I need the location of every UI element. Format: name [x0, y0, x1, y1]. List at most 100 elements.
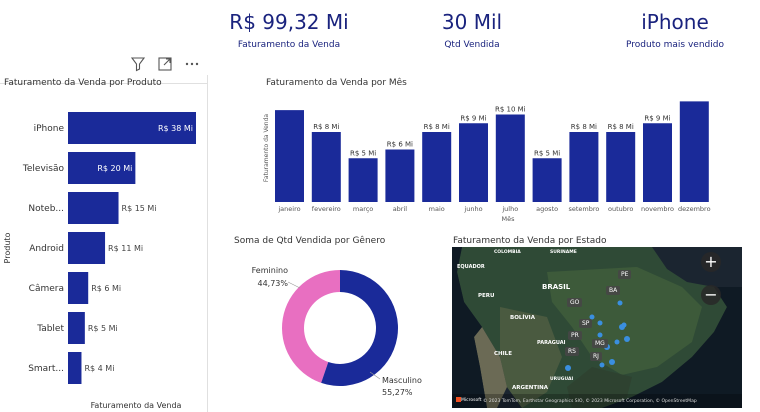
month-tick-label: julho	[501, 205, 518, 213]
month-bar[interactable]	[606, 132, 636, 202]
kpi-value: 30 Mil	[441, 10, 503, 34]
month-tick-label: junho	[463, 205, 482, 213]
product-bar-value-label: R$ 4 Mi	[84, 364, 114, 373]
map-title: Faturamento da Venda por Estado	[453, 236, 607, 246]
month-tick-label: setembro	[568, 205, 599, 213]
product-bar[interactable]	[68, 312, 85, 344]
product-category-label: Tablet	[36, 324, 64, 334]
map-country-label: PERU	[478, 293, 495, 299]
month-bar[interactable]	[348, 158, 378, 202]
donut-label-percent: 44,73%	[257, 279, 288, 288]
kpi-value: iPhone	[641, 10, 709, 34]
gender-donut-chart: Feminino 44,73% Masculino 55,27%	[252, 266, 422, 397]
month-bar[interactable]	[422, 132, 452, 202]
map-state-marker[interactable]: PE	[618, 270, 632, 279]
month-bar[interactable]	[643, 123, 672, 202]
month-x-axis-title: Mês	[502, 215, 516, 223]
donut-slice-masculino[interactable]	[321, 270, 399, 386]
product-x-axis-title: Faturamento da Venda	[91, 401, 182, 410]
map-state-marker[interactable]: SP	[579, 319, 593, 328]
month-tick-label: dezembro	[678, 205, 711, 213]
map-country-label: CHILE	[494, 351, 512, 357]
map-country-label: PARAGUAI	[537, 340, 566, 346]
month-tick-label: novembro	[641, 205, 674, 213]
kpi-value: R$ 99,32 Mi	[229, 10, 349, 34]
month-chart-title: Faturamento da Venda por Mês	[266, 78, 407, 88]
product-bar-value-label: R$ 6 Mi	[91, 284, 121, 293]
month-bar[interactable]	[311, 132, 341, 202]
month-y-axis-title: Faturamento da Venda	[263, 114, 270, 182]
product-category-label: Smart...	[28, 364, 64, 374]
month-bar[interactable]	[495, 114, 525, 203]
donut-label-category: Feminino	[252, 266, 288, 275]
product-chart-title: Faturamento da Venda por Produto	[4, 78, 162, 88]
month-bar-chart: janeiro R$ 8 Mi fevereiro R$ 5 Mi março R$ 6 …	[263, 101, 711, 223]
map-country-label: EQUADOR	[457, 264, 485, 270]
map-state-marker[interactable]: RS	[565, 347, 579, 356]
kpi-card-top-product: iPhone Produto mais vendido	[620, 10, 730, 50]
map-country-label: URUGUAI	[550, 377, 574, 382]
kpi-card-quantity: 30 Mil Qtd Vendida	[432, 10, 512, 50]
month-bar-value-label: R$ 5 Mi	[350, 149, 376, 157]
product-category-label: Câmera	[29, 284, 64, 294]
month-bar[interactable]	[459, 123, 488, 202]
product-category-label: iPhone	[34, 124, 65, 134]
product-bar[interactable]	[68, 112, 196, 144]
month-bar-value-label: R$ 8 Mi	[424, 123, 450, 131]
map-state-marker[interactable]: BA	[606, 286, 621, 295]
product-bar[interactable]	[68, 232, 106, 264]
month-bar-value-label: R$ 6 Mi	[387, 141, 413, 149]
map-state-marker[interactable]: GO	[567, 298, 583, 307]
product-bar[interactable]	[68, 152, 136, 184]
product-bar[interactable]	[68, 192, 119, 224]
product-category-label: Android	[29, 244, 64, 254]
product-bar-value-label: R$ 5 Mi	[88, 324, 118, 333]
visual-header-toolbar	[128, 56, 204, 72]
kpi-card-revenue: R$ 99,32 Mi Faturamento da Venda	[228, 10, 350, 50]
product-bar-value-label: R$ 38 Mi	[158, 124, 193, 133]
product-bar[interactable]	[68, 352, 82, 384]
product-chart-panel	[0, 75, 208, 412]
state-map[interactable]: COLOMBIA SURINAME EQUADOR BRASIL PERU BOLÍVIA…	[452, 247, 742, 408]
product-bar-chart: iPhone R$ 38 Mi Televisão R$ 20 Mi Noteb... R…	[3, 112, 196, 410]
focus-mode-icon[interactable]	[157, 56, 173, 72]
map-brand-logo: Microsoft	[456, 397, 481, 403]
product-bar-value-label: R$ 20 Mi	[97, 164, 132, 173]
month-tick-label: fevereiro	[312, 205, 341, 213]
map-state-marker[interactable]: MG	[592, 339, 608, 348]
map-state-marker[interactable]: PR	[568, 331, 582, 340]
product-category-label: Televisão	[22, 164, 65, 174]
kpi-label: Qtd Vendida	[444, 40, 500, 50]
month-tick-label: março	[353, 205, 373, 213]
month-bar-value-label: R$ 9 Mi	[644, 114, 670, 122]
filter-icon[interactable]	[130, 56, 146, 72]
product-bar[interactable]	[68, 272, 89, 304]
more-options-icon[interactable]	[184, 56, 200, 72]
map-country-label: BOLÍVIA	[510, 315, 535, 321]
month-bar[interactable]	[679, 101, 709, 202]
month-bar[interactable]	[569, 132, 599, 202]
map-country-label: SURINAME	[550, 250, 577, 255]
month-bar-value-label: R$ 9 Mi	[460, 114, 486, 122]
month-tick-label: maio	[429, 205, 445, 213]
map-zoom-in-button[interactable]: +	[701, 252, 721, 272]
month-tick-label: janeiro	[277, 205, 300, 213]
product-y-axis-title: Produto	[3, 232, 12, 263]
month-bar[interactable]	[275, 110, 304, 202]
month-bar-value-label: R$ 8 Mi	[313, 123, 339, 131]
kpi-label: Faturamento da Venda	[237, 40, 341, 50]
map-country-label: BRASIL	[542, 283, 571, 291]
donut-slice-feminino[interactable]	[282, 270, 340, 383]
product-bar-value-label: R$ 11 Mi	[108, 244, 143, 253]
month-bar[interactable]	[385, 149, 415, 203]
donut-label-category: Masculino	[382, 376, 422, 385]
map-country-label: ARGENTINA	[512, 385, 549, 391]
product-category-label: Noteb...	[28, 204, 64, 214]
product-bar-value-label: R$ 15 Mi	[122, 204, 157, 213]
map-state-marker[interactable]: RJ	[590, 352, 602, 361]
map-zoom-out-button[interactable]: −	[701, 285, 721, 305]
map-country-label: COLOMBIA	[494, 250, 521, 255]
kpi-label: Produto mais vendido	[626, 40, 724, 50]
month-bar[interactable]	[532, 158, 562, 202]
month-tick-label: abril	[393, 205, 408, 213]
